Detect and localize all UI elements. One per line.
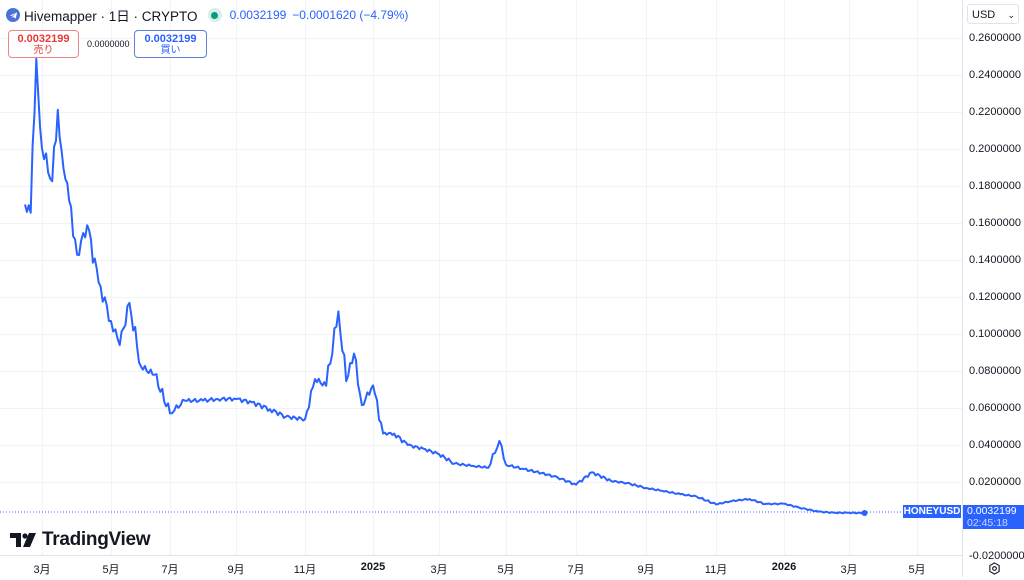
x-tick-label: 11月 bbox=[293, 564, 317, 576]
tradingview-logo[interactable]: TradingView bbox=[10, 529, 151, 551]
settings-gear-icon[interactable] bbox=[988, 562, 1001, 580]
x-tick-label: 3月 bbox=[840, 564, 858, 576]
grid-line-horizontal bbox=[0, 223, 962, 224]
time-axis[interactable]: 3月 5月 7月 9月 11月 2025 3月 5月 7月 9月 11月 2026 3月 5月 bbox=[0, 555, 962, 578]
bar-countdown: 02:45:18 bbox=[967, 517, 1008, 529]
grid-line-horizontal bbox=[0, 334, 962, 335]
buy-button[interactable]: 0.0032199 買い bbox=[134, 30, 207, 58]
y-tick-label: 0.2600000 bbox=[969, 32, 1021, 44]
grid-line-horizontal bbox=[0, 297, 962, 298]
x-tick-label: 2026 bbox=[771, 561, 797, 573]
grid-line-vertical bbox=[305, 0, 306, 555]
last-price-dot bbox=[861, 510, 868, 516]
symbol-header: Hivemapper · 1日 · CRYPTO 0.0032199 −0.00… bbox=[6, 4, 408, 26]
currency-label: USD bbox=[972, 9, 996, 21]
market-open-status-icon bbox=[207, 8, 222, 22]
grid-line-horizontal bbox=[0, 482, 962, 483]
x-tick-label: 7月 bbox=[567, 564, 585, 576]
y-tick-label: 0.1800000 bbox=[969, 180, 1021, 192]
grid-line-vertical bbox=[42, 0, 43, 555]
symbol-title[interactable]: Hivemapper · 1日 · CRYPTO bbox=[24, 9, 198, 24]
y-tick-label: 0.1400000 bbox=[969, 254, 1021, 266]
x-tick-label: 2025 bbox=[360, 561, 386, 573]
y-tick-label: 0.1000000 bbox=[969, 328, 1021, 340]
grid-line-vertical bbox=[646, 0, 647, 555]
chevron-down-icon: ⌄ bbox=[1007, 10, 1015, 20]
y-tick-label: 0.0400000 bbox=[969, 439, 1021, 451]
x-tick-label: 5月 bbox=[102, 564, 120, 576]
grid-line-vertical bbox=[506, 0, 507, 555]
last-price-tag: 0.0032199 02:45:18 bbox=[963, 505, 1024, 529]
x-tick-label: 9月 bbox=[637, 564, 655, 576]
grid-line-vertical bbox=[576, 0, 577, 555]
sell-button[interactable]: 0.0032199 売り bbox=[8, 30, 79, 58]
price-line-chart[interactable] bbox=[0, 0, 962, 555]
y-tick-label: 0.2000000 bbox=[969, 143, 1021, 155]
x-tick-label: 3月 bbox=[33, 564, 51, 576]
tradingview-mark-icon bbox=[10, 533, 36, 547]
y-tick-label: -0.0200000 bbox=[969, 550, 1024, 562]
grid-line-vertical bbox=[784, 0, 785, 555]
grid-line-vertical bbox=[849, 0, 850, 555]
y-tick-label: 0.0800000 bbox=[969, 365, 1021, 377]
sell-label: 売り bbox=[33, 45, 54, 56]
y-tick-label: 0.2400000 bbox=[969, 69, 1021, 81]
currency-selector[interactable]: USD ⌄ bbox=[967, 4, 1019, 24]
grid-line-horizontal bbox=[0, 408, 962, 409]
grid-line-vertical bbox=[111, 0, 112, 555]
price-series-line bbox=[24, 57, 865, 515]
x-tick-label: 5月 bbox=[908, 564, 926, 576]
grid-line-vertical bbox=[170, 0, 171, 555]
grid-line-horizontal bbox=[0, 75, 962, 76]
last-price-tag-value: 0.0032199 bbox=[967, 505, 1017, 517]
grid-line-horizontal bbox=[0, 38, 962, 39]
grid-line-horizontal bbox=[0, 149, 962, 150]
grid-line-vertical bbox=[917, 0, 918, 555]
x-tick-label: 3月 bbox=[430, 564, 448, 576]
buy-price: 0.0032199 bbox=[144, 33, 197, 45]
x-tick-label: 11月 bbox=[704, 564, 728, 576]
y-tick-label: 0.1200000 bbox=[969, 291, 1021, 303]
last-price: 0.0032199 bbox=[229, 8, 287, 22]
grid-line-vertical bbox=[716, 0, 717, 555]
x-tick-label: 7月 bbox=[161, 564, 179, 576]
grid-line-horizontal bbox=[0, 112, 962, 113]
telegram-plane-icon bbox=[6, 8, 20, 22]
spread-value: 0.0000000 bbox=[87, 39, 130, 49]
y-tick-label: 0.1600000 bbox=[969, 217, 1021, 229]
buy-label: 買い bbox=[160, 45, 181, 56]
grid-line-vertical bbox=[236, 0, 237, 555]
branding-text: TradingView bbox=[42, 529, 151, 550]
grid-line-horizontal bbox=[0, 445, 962, 446]
y-tick-label: 0.2200000 bbox=[969, 106, 1021, 118]
price-change: −0.0001620 (−4.79%) bbox=[292, 8, 409, 22]
grid-line-vertical bbox=[439, 0, 440, 555]
sell-price: 0.0032199 bbox=[17, 33, 70, 45]
y-tick-label: 0.0600000 bbox=[969, 402, 1021, 414]
symbol-price-tag: HONEYUSD bbox=[903, 505, 961, 518]
grid-line-horizontal bbox=[0, 260, 962, 261]
price-axis[interactable]: USD ⌄ 0.2600000 0.2400000 0.2200000 0.20000… bbox=[962, 0, 1024, 577]
x-tick-label: 9月 bbox=[227, 564, 245, 576]
x-tick-label: 5月 bbox=[497, 564, 515, 576]
chart-pane[interactable] bbox=[0, 0, 962, 557]
grid-line-horizontal bbox=[0, 186, 962, 187]
grid-line-vertical bbox=[373, 0, 374, 555]
y-tick-label: 0.0200000 bbox=[969, 476, 1021, 488]
grid-line-horizontal bbox=[0, 371, 962, 372]
